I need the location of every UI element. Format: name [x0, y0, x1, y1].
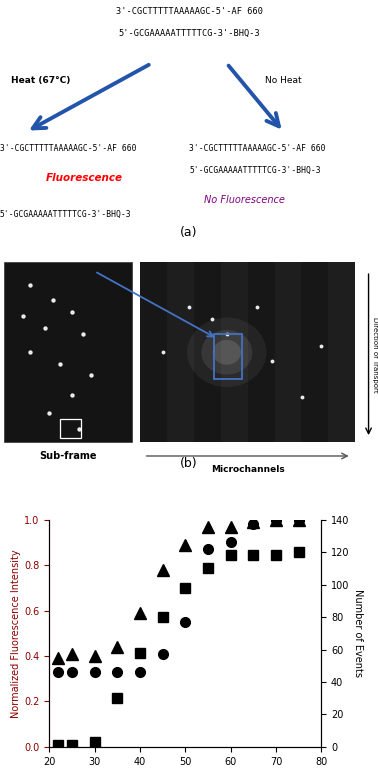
Bar [221, 262, 248, 443]
Text: Heat (67°C): Heat (67°C) [11, 76, 71, 85]
Bar [301, 262, 328, 443]
Text: Microchannels: Microchannels [211, 465, 285, 474]
Text: Direction of Transport: Direction of Transport [372, 316, 378, 393]
Bar [274, 262, 301, 443]
Text: No Fluorescence: No Fluorescence [204, 196, 285, 206]
Bar [4, 262, 132, 443]
Text: No Heat: No Heat [265, 76, 301, 85]
Bar [140, 262, 355, 443]
Bar [140, 262, 167, 443]
Bar [248, 262, 274, 443]
Y-axis label: Normalized Fluorescence Intensity: Normalized Fluorescence Intensity [11, 549, 21, 718]
Text: Fluorescence: Fluorescence [45, 173, 122, 183]
Bar [214, 334, 242, 380]
Y-axis label: Number of Events: Number of Events [353, 589, 363, 678]
Ellipse shape [212, 340, 241, 365]
Text: (b): (b) [180, 457, 198, 470]
Text: 5'-GCGAAAAATTTTTCG-3'-BHQ-3: 5'-GCGAAAAATTTTTCG-3'-BHQ-3 [189, 166, 321, 175]
Text: 5'-GCGAAAAATTTTTCG-3'-BHQ-3: 5'-GCGAAAAATTTTTCG-3'-BHQ-3 [0, 210, 132, 219]
Text: 3'-CGCTTTTTAAAAAGC-5'-AF 660: 3'-CGCTTTTTAAAAAGC-5'-AF 660 [189, 144, 325, 153]
Ellipse shape [187, 317, 266, 387]
Ellipse shape [201, 330, 253, 375]
Bar [167, 262, 194, 443]
Text: 5'-GCGAAAAATTTTTCG-3'-BHQ-3: 5'-GCGAAAAATTTTTCG-3'-BHQ-3 [118, 29, 260, 38]
Text: 3'-CGCTTTTTAAAAAGC-5'-AF 660: 3'-CGCTTTTTAAAAAGC-5'-AF 660 [0, 144, 136, 153]
Text: (a): (a) [180, 226, 198, 239]
Bar [194, 262, 221, 443]
Bar [60, 419, 81, 438]
Text: Sub-frame: Sub-frame [39, 451, 97, 461]
Text: 3'-CGCTTTTTAAAAAGC-5'-AF 660: 3'-CGCTTTTTAAAAAGC-5'-AF 660 [116, 8, 262, 16]
Bar [328, 262, 355, 443]
